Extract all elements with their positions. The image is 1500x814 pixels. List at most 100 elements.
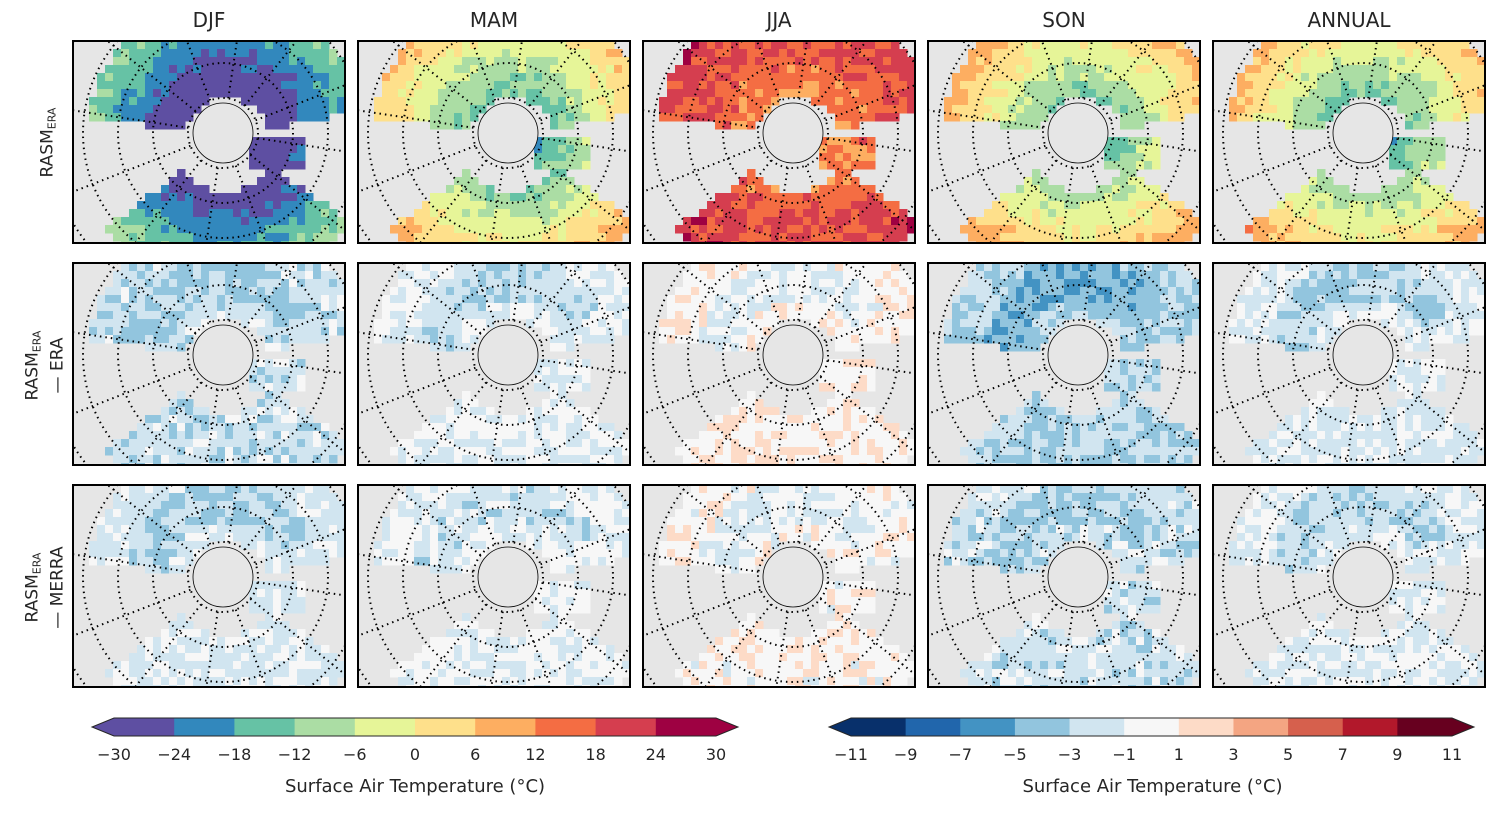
grid-cell — [1064, 287, 1073, 296]
grid-cell — [976, 263, 985, 272]
grid-cell — [598, 73, 607, 82]
grid-cell — [739, 303, 748, 312]
grid-cell — [699, 287, 708, 296]
grid-cell — [430, 311, 439, 320]
grid-cell — [1245, 225, 1254, 234]
grid-cell — [667, 73, 676, 82]
grid-cell — [819, 287, 828, 296]
grid-cell — [984, 105, 993, 114]
grid-cell — [486, 295, 495, 304]
grid-cell — [430, 65, 439, 74]
grid-cell — [811, 263, 820, 272]
grid-cell — [297, 217, 306, 226]
grid-cell — [526, 303, 535, 312]
grid-cell — [406, 327, 415, 336]
grid-cell — [566, 217, 575, 226]
grid-cell — [185, 455, 194, 464]
grid-cell — [558, 201, 567, 210]
grid-cell — [1104, 193, 1113, 202]
grid-cell — [478, 415, 487, 424]
grid-cell — [1080, 311, 1089, 320]
grid-cell — [241, 185, 250, 194]
grid-cell — [1152, 407, 1161, 416]
grid-cell — [121, 49, 130, 58]
grid-cell — [699, 57, 708, 66]
grid-cell — [1024, 279, 1033, 288]
grid-cell — [462, 439, 471, 448]
grid-cell — [787, 287, 796, 296]
grid-cell — [201, 217, 210, 226]
grid-cell — [430, 81, 439, 90]
grid-cell — [968, 233, 977, 242]
grid-cell — [1405, 137, 1414, 146]
grid-cell — [1144, 279, 1153, 288]
grid-cell — [305, 423, 314, 432]
grid-cell — [281, 431, 290, 440]
grid-cell — [739, 327, 748, 336]
grid-cell — [177, 113, 186, 122]
grid-cell — [992, 263, 1001, 272]
grid-cell — [281, 375, 290, 384]
grid-cell — [1373, 65, 1382, 74]
grid-cell — [390, 225, 399, 234]
grid-cell — [614, 209, 623, 218]
grid-cell — [558, 97, 567, 106]
grid-cell — [707, 447, 716, 456]
grid-cell — [494, 271, 503, 280]
grid-cell — [1024, 217, 1033, 226]
grid-cell — [1293, 65, 1302, 74]
grid-cell — [257, 105, 266, 114]
grid-cell — [494, 423, 503, 432]
grid-cell — [1120, 49, 1129, 58]
grid-cell — [281, 327, 290, 336]
grid-cell — [113, 311, 122, 320]
grid-cell — [390, 65, 399, 74]
grid-cell — [907, 73, 915, 82]
grid-cell — [779, 431, 788, 440]
grid-cell — [731, 295, 740, 304]
panel-rasm-annual — [1212, 40, 1486, 244]
grid-cell — [590, 279, 599, 288]
grid-cell — [1112, 327, 1121, 336]
grid-cell — [1040, 271, 1049, 280]
grid-cell — [1064, 89, 1073, 98]
grid-cell — [233, 57, 242, 66]
grid-cell — [891, 439, 900, 448]
grid-cell — [582, 185, 591, 194]
grid-cell — [715, 431, 724, 440]
grid-cell — [430, 335, 439, 344]
grid-cell — [622, 295, 630, 304]
grid-cell — [169, 343, 178, 352]
grid-cell — [960, 105, 969, 114]
grid-cell — [976, 73, 985, 82]
grid-cell — [1072, 263, 1081, 272]
grid-cell — [265, 225, 274, 234]
grid-cell — [305, 193, 314, 202]
grid-cell — [907, 57, 915, 66]
grid-cell — [478, 447, 487, 456]
grid-cell — [1016, 287, 1025, 296]
grid-cell — [622, 279, 630, 288]
grid-cell — [1080, 415, 1089, 424]
grid-cell — [321, 287, 330, 296]
grid-cell — [723, 65, 732, 74]
grid-cell — [827, 41, 836, 50]
grid-cell — [731, 73, 740, 82]
grid-cell — [891, 41, 900, 50]
grid-cell — [249, 81, 258, 90]
grid-cell — [177, 81, 186, 90]
grid-cell — [859, 303, 868, 312]
grid-cell — [1405, 169, 1414, 178]
grid-cell — [209, 415, 218, 424]
grid-cell — [273, 145, 282, 154]
grid-cell — [819, 57, 828, 66]
grid-cell — [1144, 295, 1153, 304]
grid-cell — [1128, 303, 1137, 312]
grid-cell — [1000, 217, 1009, 226]
grid-cell — [470, 177, 479, 186]
grid-cell — [739, 263, 748, 272]
grid-cell — [1269, 97, 1278, 106]
grid-cell — [867, 319, 876, 328]
grid-cell — [281, 73, 290, 82]
grid-cell — [153, 303, 162, 312]
